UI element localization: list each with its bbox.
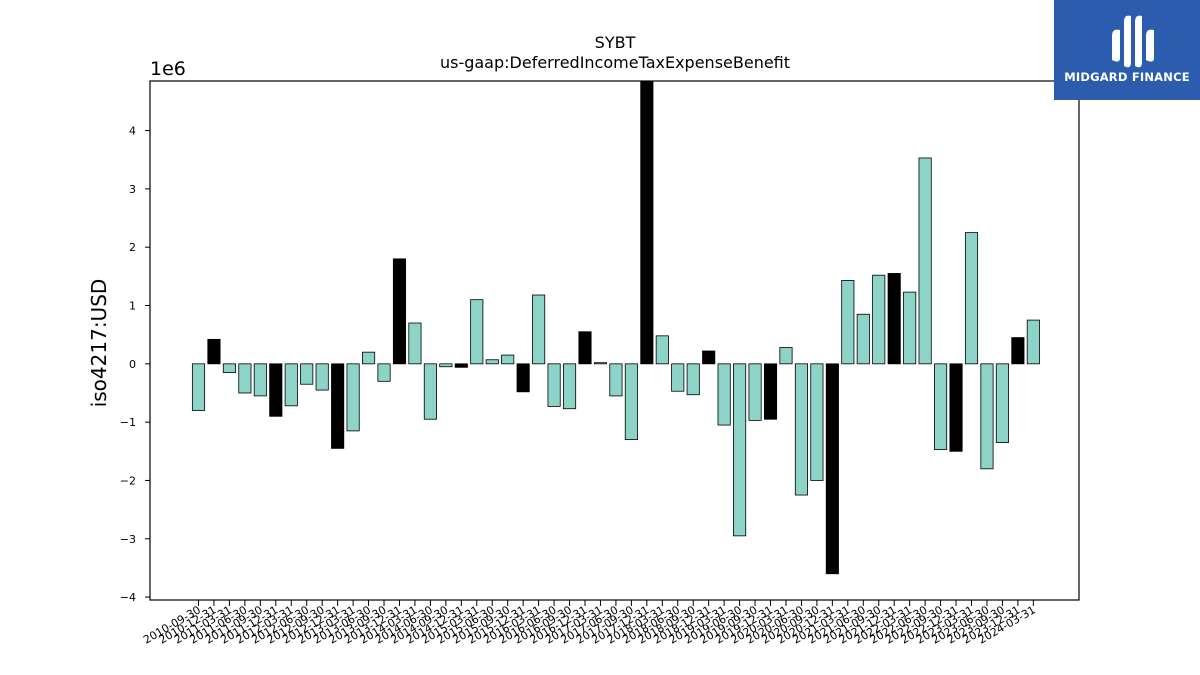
bar [423,363,437,420]
bar [794,363,808,496]
chart-title: SYBT [595,33,636,52]
bar [562,363,577,410]
bar [532,294,546,365]
bar [686,363,700,396]
bar [763,363,778,420]
y-tick-label: 4 [129,125,136,138]
bar [392,258,407,365]
bar [362,351,376,365]
bar [1011,337,1025,365]
bar [377,363,391,382]
bar [269,363,283,417]
logo-mark-icon [1112,15,1154,68]
bar [593,362,608,365]
x-ticks: 2010-09-302010-12-312011-03-312011-06-30… [141,600,1038,647]
y-tick-label: 2 [129,241,136,254]
bar [825,363,839,575]
y-tick-label: 1 [129,300,136,313]
bar [191,363,206,411]
bar [578,331,592,365]
bar [702,350,716,365]
y-offset-text: 1e6 [150,58,186,80]
y-axis-label: iso4217:USD [87,279,111,408]
bar [934,363,948,450]
bar [995,363,1009,443]
y-tick-label: −2 [120,474,136,487]
bar [717,363,731,426]
bar [810,363,824,481]
bar [516,363,530,393]
bar [1026,319,1040,365]
bar [300,363,314,385]
bar [222,363,236,373]
bar [964,232,979,365]
bar [949,363,963,452]
y-tick-label: 3 [129,183,136,196]
bar [748,363,762,421]
bar [207,338,221,365]
bar [315,363,329,391]
bar [408,322,422,365]
bar [485,359,499,365]
bar [671,363,685,392]
y-tick-label: −4 [120,591,136,604]
bar [733,363,747,537]
bar [331,363,345,449]
plot-frame [149,80,1080,601]
bar [454,363,468,368]
bar [501,354,515,365]
bar [856,313,870,365]
bar [439,363,453,368]
bar [887,273,901,365]
bar [609,363,623,397]
bar [779,347,793,365]
bar [238,363,252,394]
bar [547,363,561,407]
bar [253,363,267,397]
bar [918,157,932,365]
bar [903,291,917,365]
bar [980,363,994,470]
bar [655,335,669,365]
bar [624,363,638,441]
y-tick-label: −3 [120,533,136,546]
bar [841,280,855,365]
bar [284,363,298,407]
y-tick-label: −1 [120,416,136,429]
bar [470,299,484,365]
bar [872,274,886,365]
brand-logo: MIDGARD FINANCE [1054,0,1200,100]
y-ticks: −4 −3 −2 −1 0 1 2 3 4 [120,125,150,604]
logo-text: MIDGARD FINANCE [1064,70,1190,84]
bars [191,80,1040,575]
y-tick-label: 0 [129,358,136,371]
bar [640,80,654,365]
chart-subtitle: us-gaap:DeferredIncomeTaxExpenseBenefit [440,53,790,72]
bar [346,363,360,432]
